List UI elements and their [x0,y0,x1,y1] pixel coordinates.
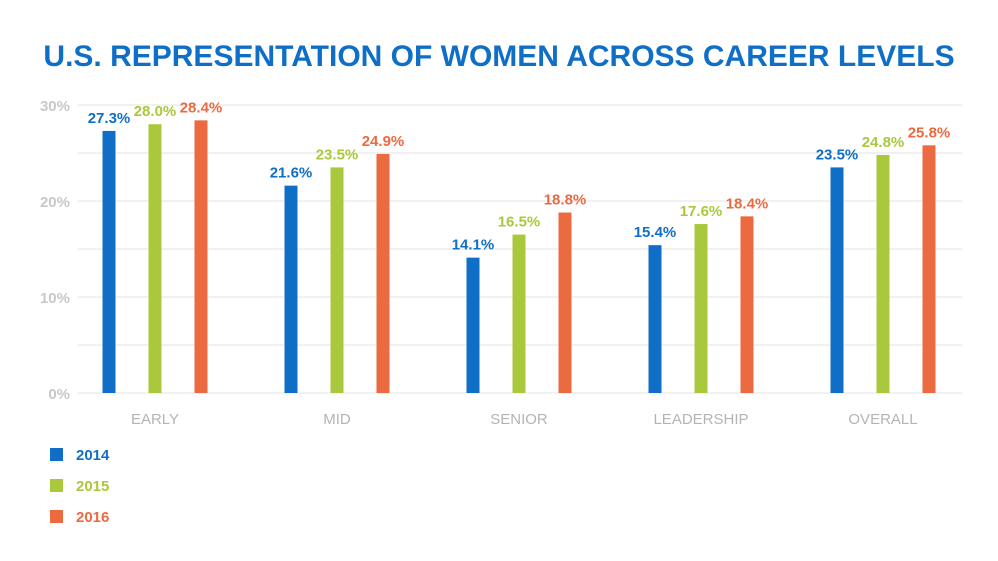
bar-2015-early [148,124,162,393]
bar-2014-mid [284,185,298,393]
data-label-2016-early: 28.4% [180,99,223,116]
bar-2016-overall [922,145,936,393]
data-label-2014-mid: 21.6% [270,165,313,182]
y-tick-label: 10% [40,290,70,307]
data-label-2014-senior: 14.1% [452,237,495,254]
bar-2015-senior [512,234,526,393]
data-label-2015-senior: 16.5% [498,214,541,231]
y-axis-ticks: 0% 10% 20% 30% [40,98,70,403]
bar-2014-senior [466,257,480,393]
data-label-2015-mid: 23.5% [316,146,359,163]
data-labels: 27.3% 28.0% 28.4%21.6%23.5%24.9%14.1%16.5%… [88,99,951,253]
y-tick-label: 0% [48,386,70,403]
bar-2016-senior [558,212,572,393]
y-tick-label: 30% [40,98,70,115]
category-label-senior: SENIOR [490,411,548,428]
legend-swatch-2015 [50,479,63,492]
data-label-2015-leadership: 17.6% [680,203,723,220]
chart-title: U.S. REPRESENTATION OF WOMEN ACROSS CARE… [43,40,954,73]
legend-swatch-2014 [50,448,63,461]
data-label-2016-senior: 18.8% [544,192,587,209]
data-label-2015-overall: 24.8% [862,134,905,151]
category-label-overall: OVERALL [848,411,917,428]
legend-label-2014: 2014 [76,447,110,464]
bar-2015-leadership [694,224,708,393]
x-axis-categories: EARLY MID SENIOR LEADERSHIP OVERALL [131,411,918,428]
category-label-early: EARLY [131,411,179,428]
bar-2014-leadership [648,245,662,393]
category-label-mid: MID [323,411,351,428]
bar-2016-leadership [740,216,754,393]
bar-2016-early [194,120,208,394]
data-label-2014-early: 27.3% [88,110,131,127]
bar-2015-mid [330,167,344,393]
legend: 2014 2015 2016 [50,447,110,526]
data-label-2014-overall: 23.5% [816,146,859,163]
data-label-2016-overall: 25.8% [908,124,951,141]
bars [102,120,936,394]
legend-label-2016: 2016 [76,509,109,526]
data-label-2016-leadership: 18.4% [726,195,769,212]
category-label-leadership: LEADERSHIP [653,411,748,428]
legend-swatch-2016 [50,510,63,523]
bar-2014-early [102,130,116,394]
legend-label-2015: 2015 [76,478,109,495]
bar-2015-overall [876,154,890,393]
data-label-2014-leadership: 15.4% [634,224,677,241]
bar-2016-mid [376,153,390,393]
data-label-2016-mid: 24.9% [362,133,405,150]
data-label-2015-early: 28.0% [134,103,177,120]
bar-2014-overall [830,167,844,393]
y-tick-label: 20% [40,194,70,211]
